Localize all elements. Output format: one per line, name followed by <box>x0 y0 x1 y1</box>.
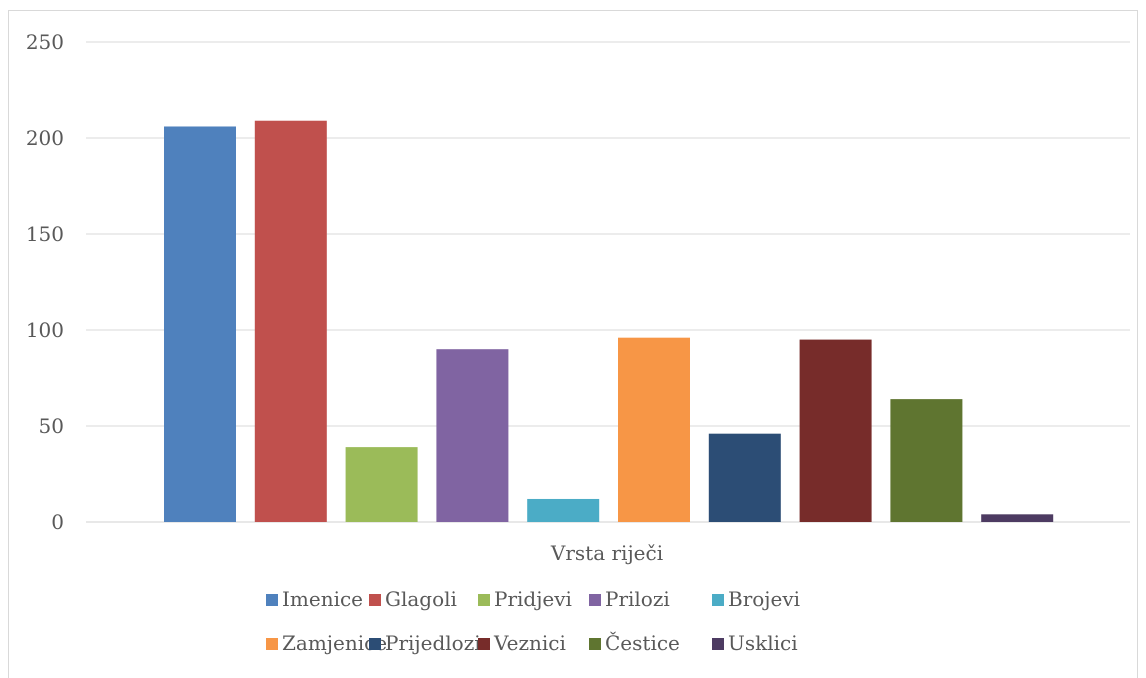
y-tick-label: 150 <box>26 222 64 246</box>
bar-veznici <box>799 339 872 522</box>
legend-label: Veznici <box>493 631 566 655</box>
y-tick-label: 200 <box>26 126 64 150</box>
y-tick-label: 100 <box>26 318 64 342</box>
bar-usklici <box>981 514 1054 522</box>
bar-čestice <box>890 399 963 522</box>
legend-item-imenice: Imenice <box>266 587 363 611</box>
legend-label: Usklici <box>728 631 798 655</box>
bar-pridjevi <box>345 447 418 522</box>
legend-item-prilozi: Prilozi <box>589 587 670 611</box>
legend-label: Imenice <box>282 587 363 611</box>
legend-swatch <box>478 638 490 650</box>
y-tick-label: 250 <box>26 30 64 54</box>
legend-item-pridjevi: Pridjevi <box>478 587 572 611</box>
legend-item-brojevi: Brojevi <box>712 587 800 611</box>
legend-swatch <box>266 638 278 650</box>
legend-label: Glagoli <box>385 587 457 611</box>
gridlines <box>86 41 1130 523</box>
bar-zamjenice <box>618 337 690 522</box>
legend-label: Prilozi <box>605 587 670 611</box>
legend-item-čestice: Čestice <box>589 630 680 655</box>
legend-item-glagoli: Glagoli <box>369 587 457 611</box>
legend-label: Pridjevi <box>494 587 572 611</box>
legend-swatch <box>369 638 381 650</box>
y-tick-label: 0 <box>51 510 64 534</box>
legend-swatch <box>369 594 381 606</box>
bars <box>164 120 1054 522</box>
bar-brojevi <box>527 498 600 522</box>
chart-frame <box>8 10 1138 678</box>
bar-glagoli <box>254 120 327 522</box>
bar-prijedlozi <box>708 433 781 522</box>
legend-swatch <box>589 594 601 606</box>
legend-label: Brojevi <box>728 587 800 611</box>
legend-swatch <box>266 594 278 606</box>
legend: Imenice Glagoli Pridjevi Prilozi Brojevi Zamj… <box>266 587 800 655</box>
x-axis-title: Vrsta riječi <box>550 541 663 565</box>
legend-swatch <box>478 594 490 606</box>
legend-item-veznici: Veznici <box>478 631 566 655</box>
legend-swatch <box>712 638 724 650</box>
legend-item-usklici: Usklici <box>712 631 798 655</box>
legend-swatch <box>589 638 601 650</box>
bar-imenice <box>164 126 236 522</box>
legend-item-prijedlozi: Prijedlozi <box>369 631 481 655</box>
legend-label: Prijedlozi <box>385 631 481 655</box>
legend-swatch <box>712 594 724 606</box>
y-tick-label: 50 <box>39 414 64 438</box>
bar-prilozi <box>436 349 509 522</box>
legend-item-zamjenice: Zamjenice <box>266 631 387 655</box>
y-axis-tick-labels: 0 50 100 150 200 250 <box>26 30 64 534</box>
legend-label: Čestice <box>605 630 680 655</box>
